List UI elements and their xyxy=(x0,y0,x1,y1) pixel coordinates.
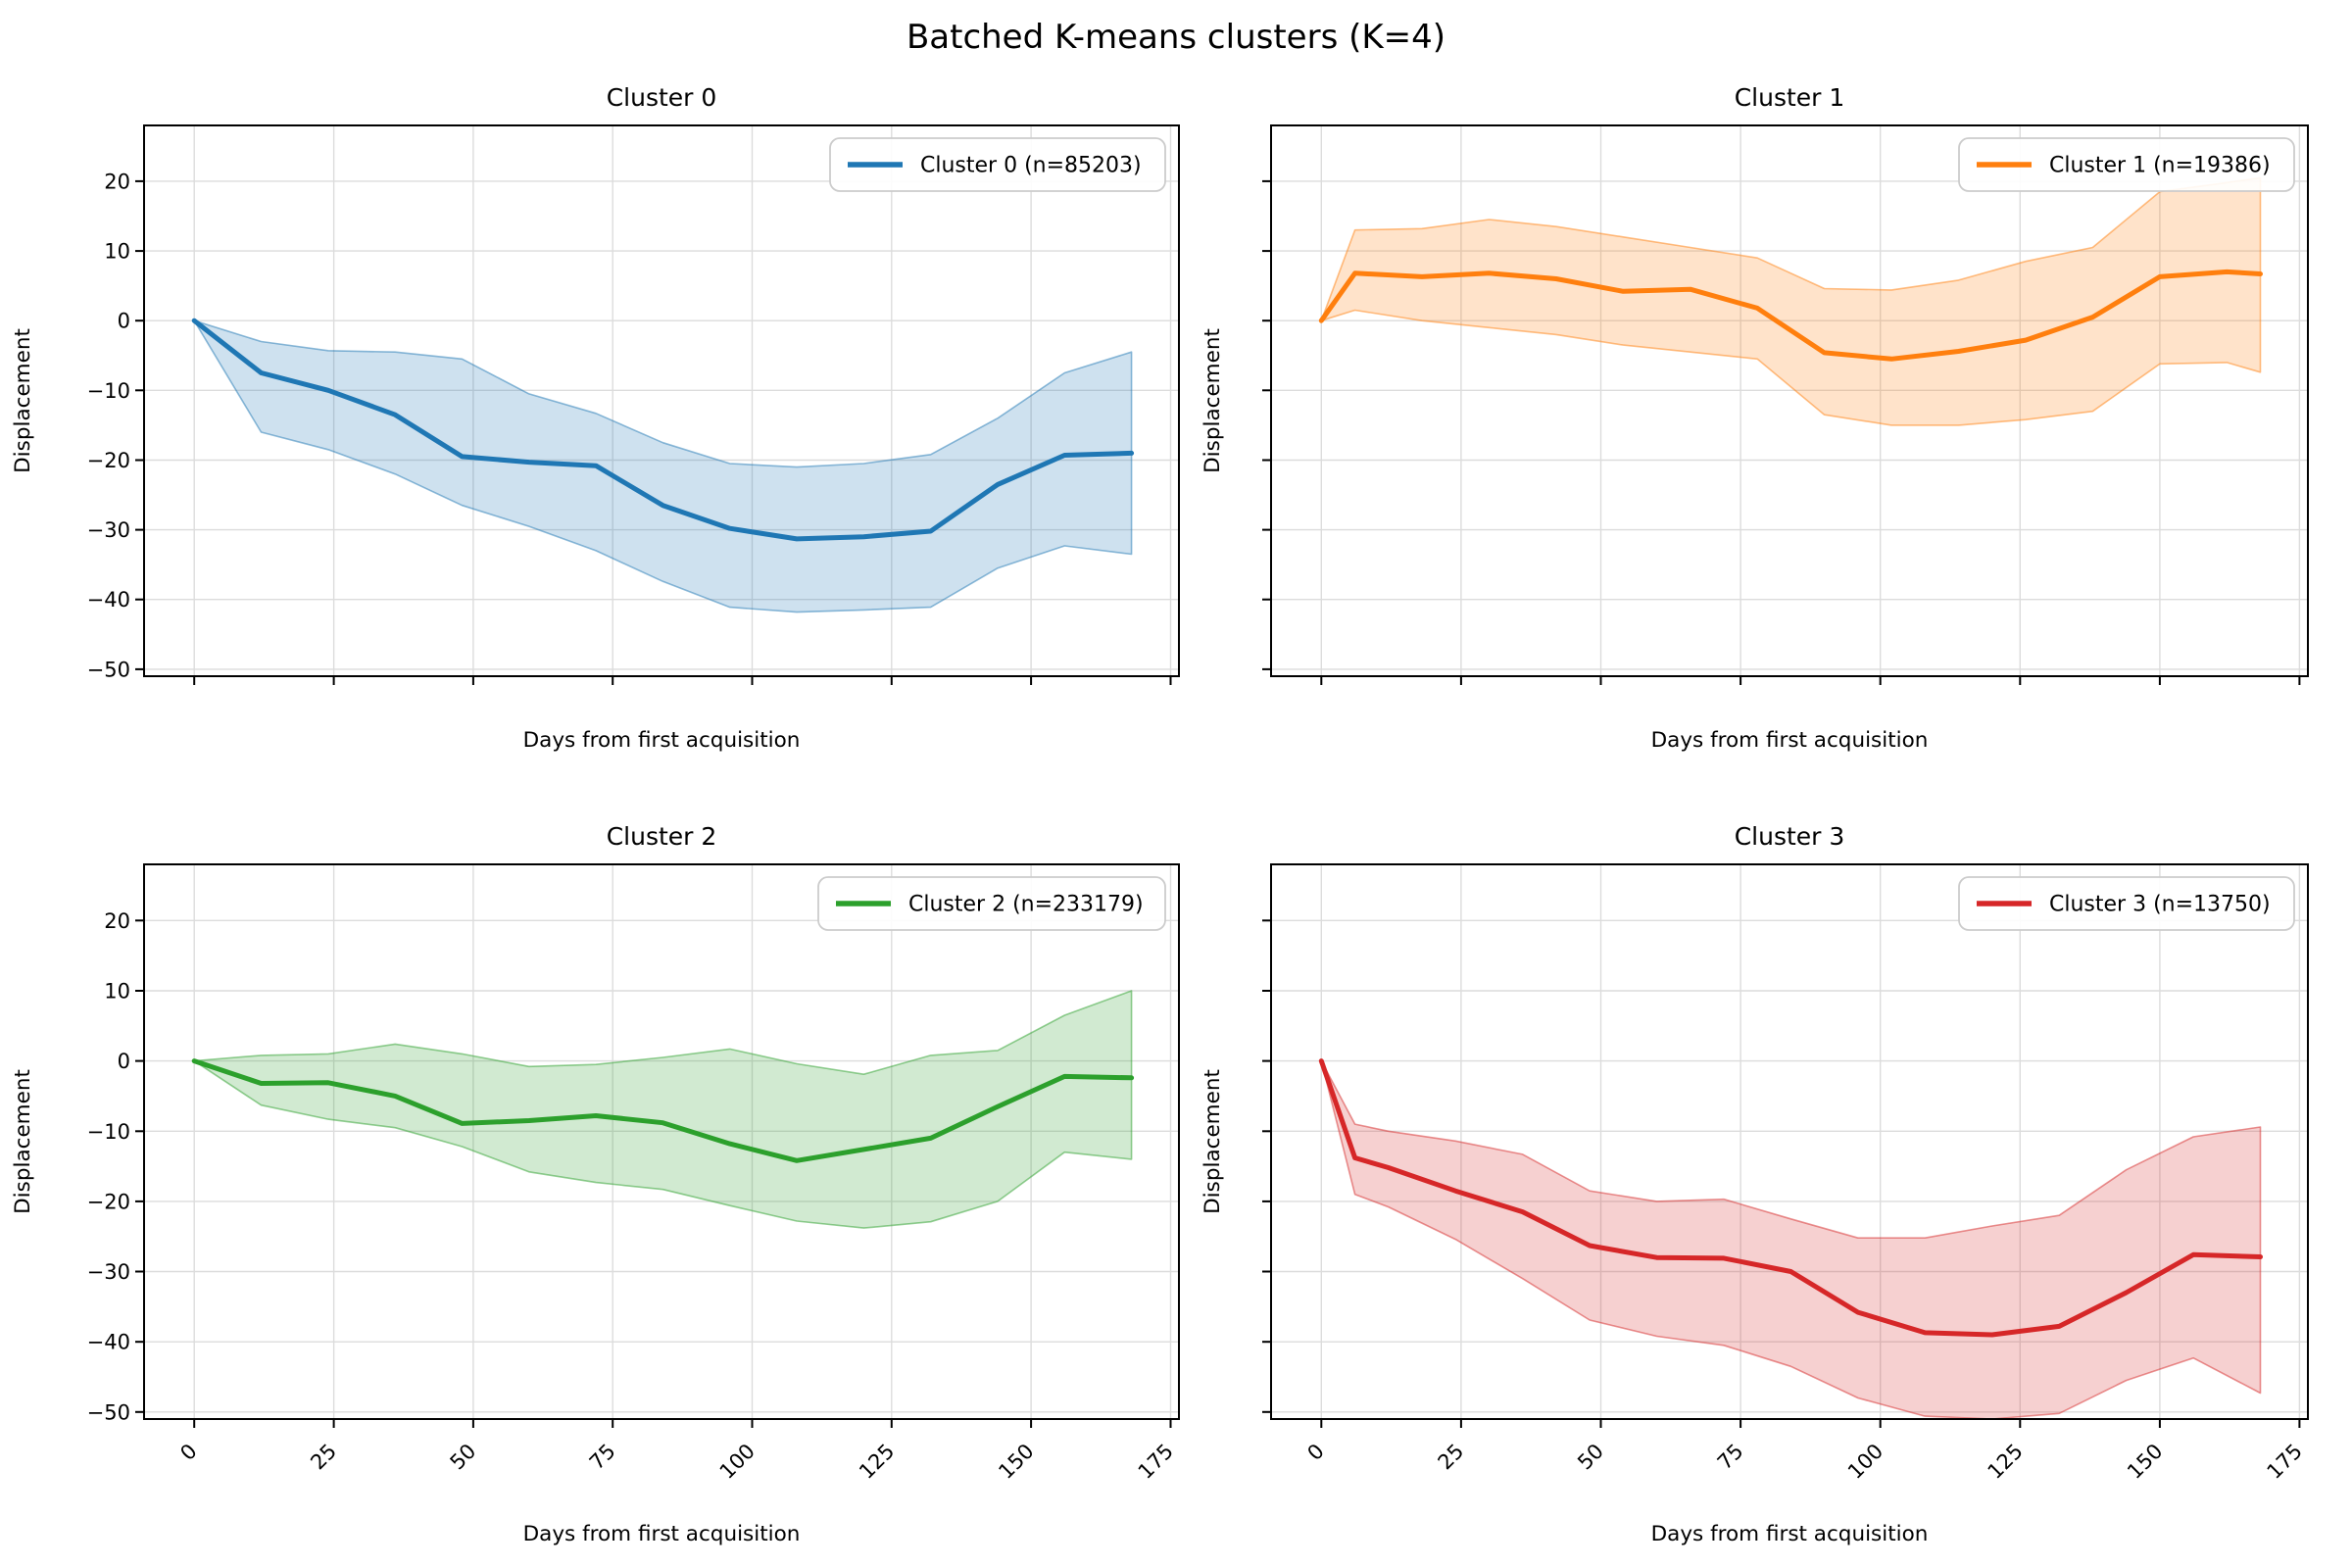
x-tick-label: 50 xyxy=(446,1440,481,1475)
cluster-2-title: Cluster 2 xyxy=(607,822,717,851)
y-tick-label: 10 xyxy=(104,980,130,1004)
cluster-3-panel: 0 25 50 75 100 125 150 175 Cluster 3 Days from fi… xyxy=(1200,822,2309,1546)
cluster-1-title: Cluster 1 xyxy=(1735,83,1845,112)
x-tick-label: 150 xyxy=(2123,1440,2167,1484)
x-tick-label: 25 xyxy=(1434,1440,1469,1475)
cluster-0-xlabel: Days from first acquisition xyxy=(523,728,801,753)
cluster-1-ylabel: Displacement xyxy=(1200,328,1225,473)
cluster-2-gridlines xyxy=(144,864,1179,1419)
y-tick-label: −40 xyxy=(87,1331,130,1354)
cluster-1-panel: Cluster 1 Days from first acquisition Disp… xyxy=(1200,83,2309,753)
cluster-3-confidence-band xyxy=(1320,1059,2262,1420)
y-tick-label: −40 xyxy=(87,588,130,612)
cluster-2-confidence-band xyxy=(193,990,1133,1229)
cluster-1-y-ticks xyxy=(1262,179,1271,670)
cluster-2-ylabel: Displacement xyxy=(11,1069,35,1214)
x-tick-label: 150 xyxy=(994,1440,1038,1484)
y-tick-label: −20 xyxy=(87,1190,130,1213)
cluster-1-xlabel: Days from first acquisition xyxy=(1651,728,1929,753)
x-tick-label: 0 xyxy=(175,1440,201,1465)
cluster-0-y-ticks: 20 10 0 −10 −20 −30 −40 −50 xyxy=(87,170,144,681)
y-tick-label: −10 xyxy=(87,379,130,403)
cluster-0-axes-frame xyxy=(143,124,1180,677)
x-tick-label: 175 xyxy=(1134,1440,1178,1484)
cluster-0-legend: Cluster 0 (n=85203) xyxy=(829,137,1166,192)
y-tick-label: 20 xyxy=(104,909,130,933)
y-tick-label: 10 xyxy=(104,240,130,264)
cluster-0-x-ticks xyxy=(193,676,1172,685)
cluster-3-title: Cluster 3 xyxy=(1735,822,1845,851)
x-tick-label: 125 xyxy=(855,1440,899,1484)
y-tick-label: 0 xyxy=(118,1050,130,1073)
figure-title: Batched K-means clusters (K=4) xyxy=(906,18,1446,57)
y-tick-label: −50 xyxy=(87,658,130,681)
cluster-0-panel: 20 10 0 −10 −20 −30 −40 −50 Cluster 0 Days from f… xyxy=(11,83,1180,753)
cluster-2-legend: Cluster 2 (n=233179) xyxy=(817,876,1166,931)
y-tick-label: −30 xyxy=(87,1260,130,1284)
cluster-1-legend-label: Cluster 1 (n=19386) xyxy=(2049,154,2271,178)
y-tick-label: 20 xyxy=(104,170,130,193)
y-tick-label: −50 xyxy=(87,1400,130,1424)
cluster-1-axes-frame xyxy=(1270,124,2309,677)
x-tick-label: 50 xyxy=(1573,1440,1608,1475)
cluster-0-gridlines xyxy=(144,125,1179,676)
cluster-3-ylabel: Displacement xyxy=(1200,1069,1225,1214)
cluster-2-x-ticks: 0 25 50 75 100 125 150 175 xyxy=(175,1419,1178,1484)
x-tick-label: 75 xyxy=(585,1440,620,1475)
cluster-3-y-ticks xyxy=(1262,919,1271,1413)
cluster-2-panel: 0 25 50 75 100 125 150 17520100−10−20−30−40−50C… xyxy=(11,822,1180,1546)
cluster-0-ylabel: Displacement xyxy=(11,328,35,473)
cluster-1-x-ticks xyxy=(1320,676,2301,685)
cluster-0-mean-line xyxy=(191,318,1135,542)
x-tick-label: 175 xyxy=(2263,1440,2307,1484)
y-tick-label: 0 xyxy=(118,310,130,333)
cluster-3-mean-line xyxy=(1318,1058,2263,1338)
cluster-2-axes-frame xyxy=(143,863,1180,1420)
x-tick-label: 100 xyxy=(715,1440,760,1484)
cluster-3-x-ticks: 0 25 50 75 100 125 150 175 xyxy=(1302,1419,2307,1484)
y-tick-label: −20 xyxy=(87,449,130,472)
cluster-2-legend-label: Cluster 2 (n=233179) xyxy=(908,893,1144,917)
cluster-1-mean-line xyxy=(1318,269,2263,362)
cluster-2-y-ticks: 20 10 0 −10 −20 −30 −40 −50 xyxy=(87,909,144,1424)
y-tick-label: −10 xyxy=(87,1120,130,1144)
x-tick-label: 125 xyxy=(1984,1440,2028,1484)
x-tick-label: 100 xyxy=(1843,1440,1887,1484)
cluster-2-xlabel: Days from first acquisition xyxy=(523,1522,801,1546)
cluster-2-mean-line xyxy=(191,1058,1135,1163)
cluster-0-title: Cluster 0 xyxy=(607,83,717,112)
x-tick-label: 25 xyxy=(306,1440,341,1475)
cluster-0-confidence-band xyxy=(193,319,1133,613)
cluster-1-gridlines xyxy=(1271,125,2308,676)
y-tick-label: −30 xyxy=(87,518,130,542)
cluster-3-legend-label: Cluster 3 (n=13750) xyxy=(2049,893,2271,917)
cluster-0-legend-label: Cluster 0 (n=85203) xyxy=(920,154,1142,178)
cluster-3-legend: Cluster 3 (n=13750) xyxy=(1958,876,2295,931)
cluster-1-legend: Cluster 1 (n=19386) xyxy=(1958,137,2295,192)
x-tick-label: 75 xyxy=(1713,1440,1748,1475)
x-tick-label: 0 xyxy=(1302,1440,1328,1465)
cluster-3-axes-frame xyxy=(1270,863,2309,1420)
cluster-3-xlabel: Days from first acquisition xyxy=(1651,1522,1929,1546)
